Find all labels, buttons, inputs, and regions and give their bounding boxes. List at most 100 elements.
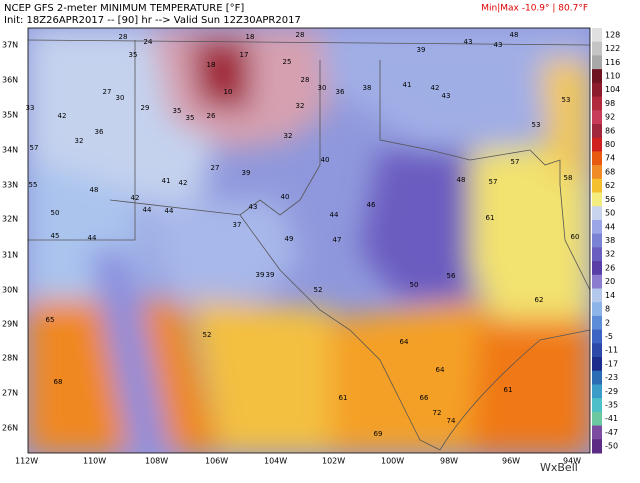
station-value: 48 bbox=[90, 186, 99, 194]
colorbar-swatch bbox=[592, 384, 602, 399]
station-value: 53 bbox=[532, 121, 541, 129]
station-value: 41 bbox=[162, 177, 171, 185]
colorbar-swatch bbox=[592, 233, 602, 248]
lat-label: 26N bbox=[2, 424, 18, 433]
station-value: 69 bbox=[374, 430, 383, 438]
station-value: 47 bbox=[333, 236, 342, 244]
station-value: 25 bbox=[283, 58, 292, 66]
lat-label: 28N bbox=[2, 354, 18, 363]
station-value: 61 bbox=[486, 214, 495, 222]
colorbar-swatch bbox=[592, 288, 602, 303]
station-value: 33 bbox=[26, 104, 35, 112]
colorbar-label: 8 bbox=[605, 305, 610, 314]
station-value: 64 bbox=[436, 366, 445, 374]
station-value: 43 bbox=[494, 41, 503, 49]
colorbar-swatch bbox=[592, 55, 602, 70]
colorbar-label: 104 bbox=[605, 85, 620, 94]
lat-label: 35N bbox=[2, 111, 18, 120]
colorbar-swatch bbox=[592, 219, 602, 235]
colorbar-label: -17 bbox=[605, 359, 618, 368]
colorbar-swatch bbox=[592, 28, 602, 43]
lat-label: 31N bbox=[2, 251, 18, 260]
station-value: 39 bbox=[256, 271, 265, 279]
colorbar-label: 26 bbox=[605, 263, 615, 272]
station-value: 44 bbox=[330, 211, 339, 219]
lon-label: 100W bbox=[381, 457, 404, 466]
lat-label: 32N bbox=[2, 215, 18, 224]
lon-label: 106W bbox=[205, 457, 228, 466]
station-value: 57 bbox=[511, 158, 520, 166]
lat-label: 30N bbox=[2, 286, 18, 295]
station-value: 24 bbox=[144, 38, 153, 46]
station-value: 44 bbox=[88, 234, 97, 242]
station-value: 72 bbox=[433, 409, 442, 417]
station-value: 42 bbox=[431, 84, 440, 92]
station-value: 36 bbox=[95, 128, 104, 136]
colorbar-label: 44 bbox=[605, 222, 615, 231]
station-value: 57 bbox=[489, 178, 498, 186]
station-value: 28 bbox=[296, 31, 305, 39]
colorbar-swatch bbox=[592, 137, 602, 152]
station-value: 17 bbox=[240, 51, 249, 59]
colorbar-swatch bbox=[592, 261, 602, 276]
station-value: 50 bbox=[51, 209, 60, 217]
colorbar-label: 80 bbox=[605, 140, 615, 149]
station-value: 27 bbox=[211, 164, 220, 172]
station-value: 52 bbox=[314, 286, 323, 294]
station-value: 18 bbox=[207, 61, 216, 69]
colorbar-swatch bbox=[592, 274, 602, 289]
header-valid: Init: 18Z26APR2017 -- [90] hr --> Valid … bbox=[4, 15, 301, 26]
station-value: 44 bbox=[143, 206, 152, 214]
station-value: 18 bbox=[246, 33, 255, 41]
station-value: 57 bbox=[30, 144, 39, 152]
colorbar-swatch bbox=[592, 357, 602, 372]
station-value: 40 bbox=[281, 193, 290, 201]
station-value: 43 bbox=[464, 38, 473, 46]
colorbar: 128 122 116 110 104 98 92 86 80 74 68 62 56 50 44 38 32 2… bbox=[592, 28, 620, 454]
station-value: 29 bbox=[141, 104, 150, 112]
station-value: 42 bbox=[131, 194, 140, 202]
colorbar-swatch bbox=[592, 178, 602, 194]
station-value: 39 bbox=[242, 169, 251, 177]
lon-label: 104W bbox=[264, 457, 287, 466]
colorbar-swatch bbox=[592, 439, 602, 454]
colorbar-label: 116 bbox=[605, 58, 620, 67]
min-max: Min|Max -10.9° | 80.7°F bbox=[481, 4, 588, 14]
station-value: 42 bbox=[58, 112, 67, 120]
colorbar-swatch bbox=[592, 151, 602, 166]
station-value: 39 bbox=[266, 271, 275, 279]
station-value: 38 bbox=[363, 84, 372, 92]
station-value: 42 bbox=[179, 179, 188, 187]
colorbar-swatch bbox=[592, 411, 602, 427]
colorbar-label: 32 bbox=[605, 250, 615, 259]
lon-label: 98W bbox=[440, 457, 458, 466]
station-value: 55 bbox=[29, 181, 38, 189]
station-value: 61 bbox=[339, 394, 348, 402]
colorbar-swatch bbox=[592, 247, 602, 262]
station-value: 48 bbox=[457, 176, 466, 184]
colorbar-swatch bbox=[592, 69, 602, 84]
station-value: 64 bbox=[400, 338, 409, 346]
colorbar-label: 2 bbox=[605, 318, 610, 327]
station-value: 48 bbox=[510, 31, 519, 39]
lat-label: 34N bbox=[2, 146, 18, 155]
lat-label: 27N bbox=[2, 389, 18, 398]
station-value: 62 bbox=[535, 296, 544, 304]
station-value: 65 bbox=[46, 316, 55, 324]
colorbar-swatch bbox=[592, 165, 602, 180]
lon-label: 96W bbox=[502, 457, 520, 466]
lon-label: 102W bbox=[322, 457, 345, 466]
lat-label: 36N bbox=[2, 76, 18, 85]
station-value: 30 bbox=[318, 84, 327, 92]
colorbar-swatch bbox=[592, 123, 602, 139]
colorbar-label: 20 bbox=[605, 277, 615, 286]
station-value: 43 bbox=[442, 92, 451, 100]
map-frame bbox=[27, 27, 591, 454]
station-value: 60 bbox=[571, 233, 580, 241]
colorbar-swatch bbox=[592, 425, 602, 440]
station-value: 68 bbox=[54, 378, 63, 386]
colorbar-label: 38 bbox=[605, 236, 615, 245]
colorbar-swatch bbox=[592, 96, 602, 111]
station-value: 27 bbox=[103, 88, 112, 96]
station-value: 53 bbox=[562, 96, 571, 104]
